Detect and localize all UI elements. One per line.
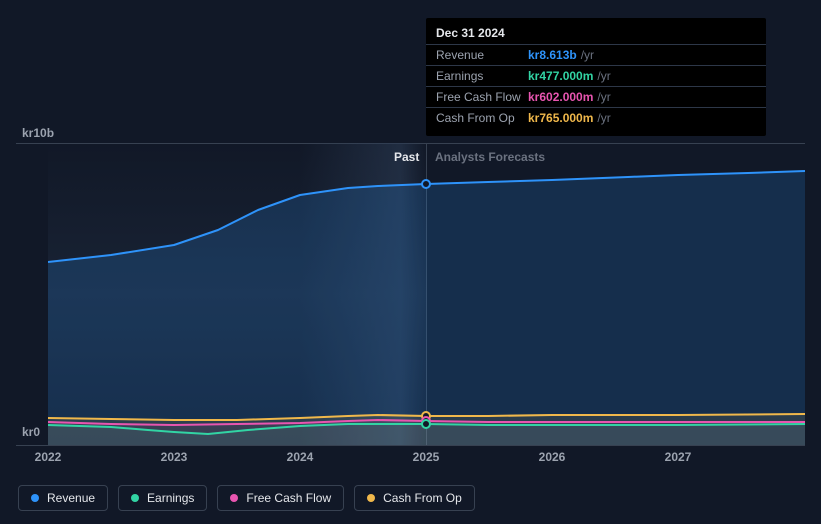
tooltip-row: Free Cash Flow kr602.000m /yr bbox=[426, 86, 766, 107]
tooltip-value: kr602.000m bbox=[528, 90, 593, 104]
past-label: Past bbox=[394, 150, 419, 164]
legend-dot-icon bbox=[367, 494, 375, 502]
legend-label: Cash From Op bbox=[383, 491, 462, 505]
tooltip-label: Earnings bbox=[436, 69, 528, 83]
tooltip-unit: /yr bbox=[597, 90, 610, 104]
tooltip-value: kr765.000m bbox=[528, 111, 593, 125]
x-axis-tick: 2025 bbox=[413, 450, 440, 464]
tooltip-label: Free Cash Flow bbox=[436, 90, 528, 104]
tooltip-value: kr8.613b bbox=[528, 48, 577, 62]
x-axis-tick: 2023 bbox=[161, 450, 188, 464]
tooltip-unit: /yr bbox=[597, 111, 610, 125]
tooltip-value: kr477.000m bbox=[528, 69, 593, 83]
legend-item-earnings[interactable]: Earnings bbox=[118, 485, 207, 511]
x-axis-tick: 2022 bbox=[35, 450, 62, 464]
tooltip-unit: /yr bbox=[597, 69, 610, 83]
tooltip-row: Cash From Op kr765.000m /yr bbox=[426, 107, 766, 128]
tooltip-row: Earnings kr477.000m /yr bbox=[426, 65, 766, 86]
legend-item-free-cash-flow[interactable]: Free Cash Flow bbox=[217, 485, 344, 511]
legend-dot-icon bbox=[230, 494, 238, 502]
tooltip-unit: /yr bbox=[581, 48, 594, 62]
x-axis-tick: 2026 bbox=[539, 450, 566, 464]
tooltip-title: Dec 31 2024 bbox=[426, 26, 766, 44]
chart-legend: Revenue Earnings Free Cash Flow Cash Fro… bbox=[18, 485, 475, 511]
forecast-label: Analysts Forecasts bbox=[435, 150, 545, 164]
gridline bbox=[16, 445, 805, 446]
legend-label: Earnings bbox=[147, 491, 194, 505]
legend-dot-icon bbox=[31, 494, 39, 502]
y-axis-label: kr0 bbox=[22, 425, 40, 439]
legend-label: Revenue bbox=[47, 491, 95, 505]
tooltip-label: Revenue bbox=[436, 48, 528, 62]
legend-item-revenue[interactable]: Revenue bbox=[18, 485, 108, 511]
legend-dot-icon bbox=[131, 494, 139, 502]
x-axis-tick: 2027 bbox=[665, 450, 692, 464]
x-axis-tick: 2024 bbox=[287, 450, 314, 464]
tooltip-label: Cash From Op bbox=[436, 111, 528, 125]
chart-tooltip: Dec 31 2024 Revenue kr8.613b /yr Earning… bbox=[426, 18, 766, 136]
legend-label: Free Cash Flow bbox=[246, 491, 331, 505]
tooltip-row: Revenue kr8.613b /yr bbox=[426, 44, 766, 65]
legend-item-cash-from-op[interactable]: Cash From Op bbox=[354, 485, 475, 511]
